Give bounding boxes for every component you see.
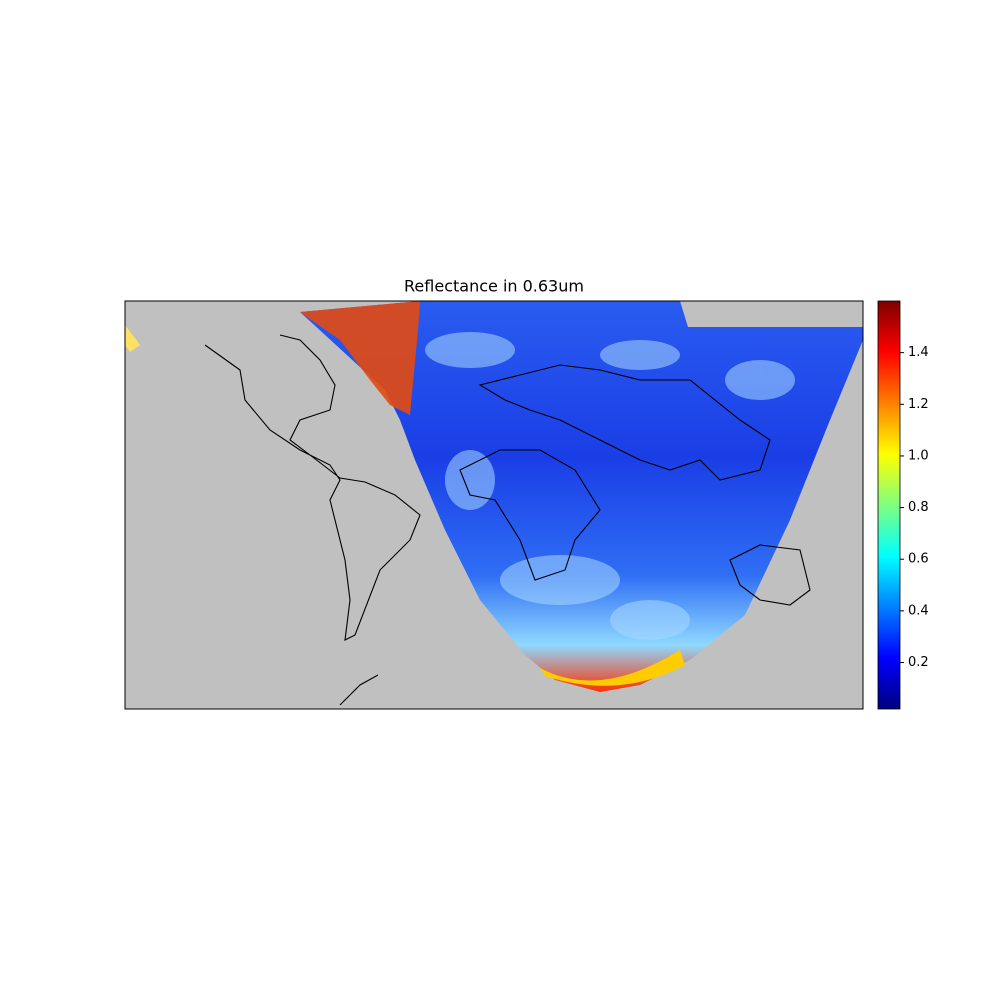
colorbar-tick-label: 0.6 <box>908 552 929 567</box>
map-area <box>125 301 863 709</box>
colorbar-tick-label: 1.4 <box>908 345 929 360</box>
coastlines <box>204 334 811 706</box>
colorbar-tick-label: 1.2 <box>908 397 929 412</box>
cloud-patches <box>425 332 795 640</box>
satellite-swath <box>300 301 863 692</box>
map-title: Reflectance in 0.63um <box>404 277 584 296</box>
axes-frame <box>124 300 864 710</box>
colorbar <box>877 300 901 710</box>
antarctic-edge <box>540 650 685 686</box>
high-reflectance-region <box>300 301 420 415</box>
edge-patch <box>125 325 140 352</box>
colorbar-tick-label: 0.2 <box>908 655 929 670</box>
colorbar-tick-label: 0.4 <box>908 603 929 618</box>
colorbar-tick-label: 1.0 <box>908 448 929 463</box>
colorbar-tick-label: 0.8 <box>908 500 929 515</box>
